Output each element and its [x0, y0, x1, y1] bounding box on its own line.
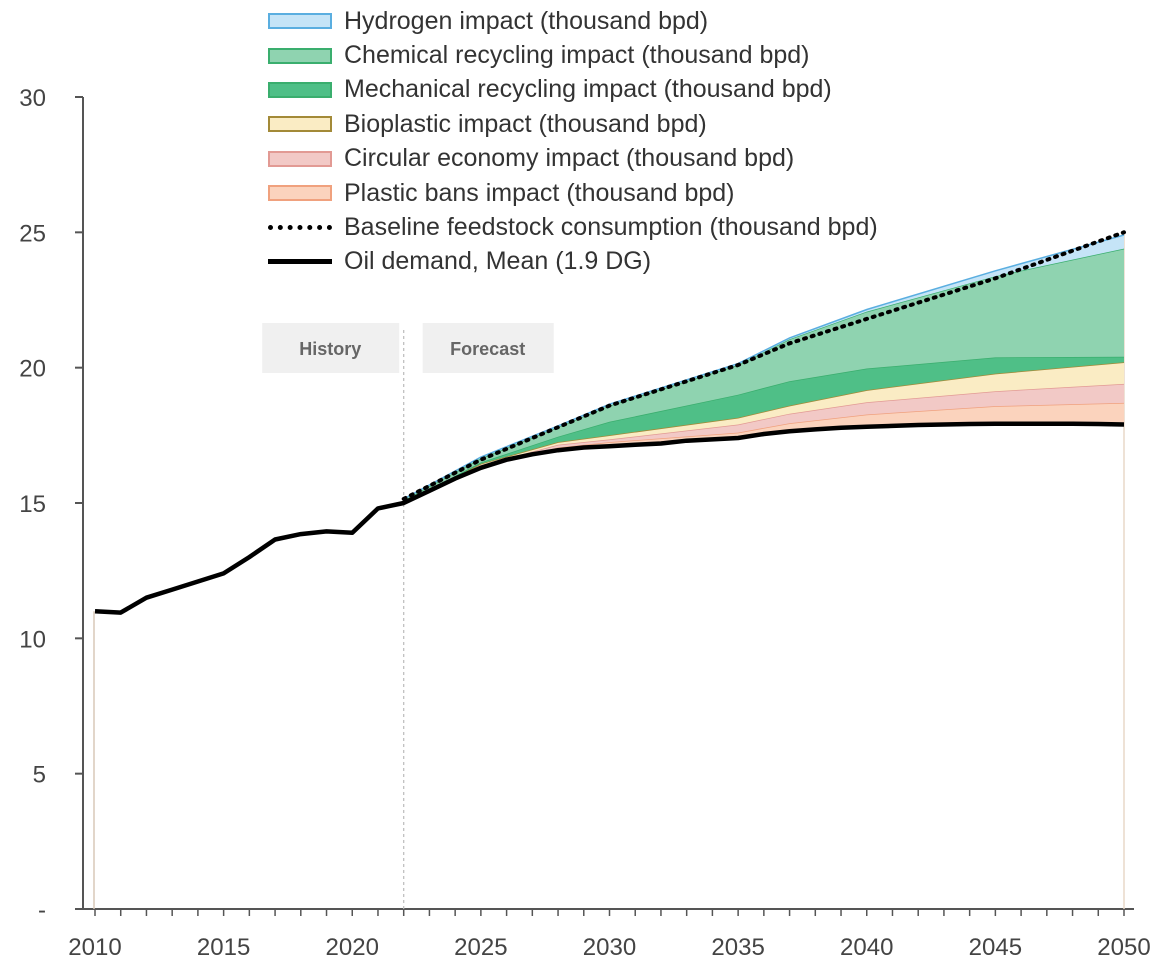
legend-label-oil-demand: Oil demand, Mean (1.9 DG)	[344, 247, 652, 276]
forecast-box	[422, 323, 554, 373]
legend-label-mechanical: Mechanical recycling impact (thousand bp…	[344, 75, 832, 104]
lines	[94, 230, 1126, 615]
legend-swatch-circular	[268, 150, 332, 167]
x-tick-label-2: 2020	[326, 934, 379, 961]
legend-label-baseline: Baseline feedstock consumption (thousand…	[344, 213, 878, 242]
x-tick-label-6: 2040	[840, 934, 893, 961]
y-tick-label-3: 15	[19, 491, 46, 518]
legend-label-hydrogen: Hydrogen impact (thousand bpd)	[344, 6, 709, 35]
legend-swatch-baseline	[268, 225, 332, 231]
legend-item-mechanical: Mechanical recycling impact (thousand bp…	[268, 73, 878, 107]
history-box	[262, 323, 400, 373]
x-tick-label-8: 2050	[1097, 934, 1150, 961]
legend-item-bioplastic: Bioplastic impact (thousand bpd)	[268, 107, 878, 141]
legend-item-bans: Plastic bans impact (thousand bpd)	[268, 176, 878, 210]
period-boxes: History Forecast	[262, 323, 554, 909]
legend-item-circular: Circular economy impact (thousand bpd)	[268, 142, 878, 176]
oil-demand-line	[94, 421, 1125, 615]
forecast-label: Forecast	[450, 339, 525, 359]
y-tick-label-2: 10	[19, 626, 46, 653]
legend-swatch-hydrogen	[268, 13, 332, 30]
area-bioplastic	[403, 362, 1124, 503]
legend-swatch-mechanical	[268, 81, 332, 98]
legend-swatch-oil-demand	[268, 259, 332, 265]
x-tick-label-1: 2015	[197, 934, 250, 961]
area-circular	[403, 383, 1124, 503]
legend-item-hydrogen: Hydrogen impact (thousand bpd)	[268, 4, 878, 38]
area-bans	[403, 402, 1124, 503]
legend-label-circular: Circular economy impact (thousand bpd)	[344, 144, 795, 173]
legend-swatch-bioplastic	[268, 116, 332, 133]
y-tick-label-4: 20	[19, 356, 46, 383]
x-tick-label-0: 2010	[68, 934, 121, 961]
legend-label-chemical: Chemical recycling impact (thousand bpd)	[344, 41, 810, 70]
legend-label-bans: Plastic bans impact (thousand bpd)	[344, 178, 735, 207]
legend-swatch-bans	[268, 185, 332, 202]
x-tick-label-4: 2030	[583, 934, 636, 961]
area-hydrogen	[403, 235, 1124, 501]
stacked-areas	[403, 234, 1125, 504]
area-chemical	[403, 248, 1124, 503]
legend-swatch-chemical	[268, 47, 332, 64]
y-tick-label-1: 5	[33, 762, 46, 789]
x-tick-label-7: 2045	[969, 934, 1022, 961]
legend-item-baseline: Baseline feedstock consumption (thousand…	[268, 210, 878, 244]
baseline-line	[401, 230, 1126, 501]
y-tick-label-5: 25	[19, 220, 46, 247]
history-label: History	[299, 339, 361, 359]
y-tick-label-0: -	[38, 897, 46, 924]
x-tick-label-5: 2035	[711, 934, 764, 961]
x-tick-label-3: 2025	[454, 934, 507, 961]
legend-item-oil-demand: Oil demand, Mean (1.9 DG)	[268, 245, 878, 279]
y-tick-label-6: 30	[19, 85, 46, 112]
legend-label-bioplastic: Bioplastic impact (thousand bpd)	[344, 109, 707, 138]
legend-item-chemical: Chemical recycling impact (thousand bpd)	[268, 38, 878, 72]
legend: Hydrogen impact (thousand bpd) Chemical …	[268, 4, 878, 279]
